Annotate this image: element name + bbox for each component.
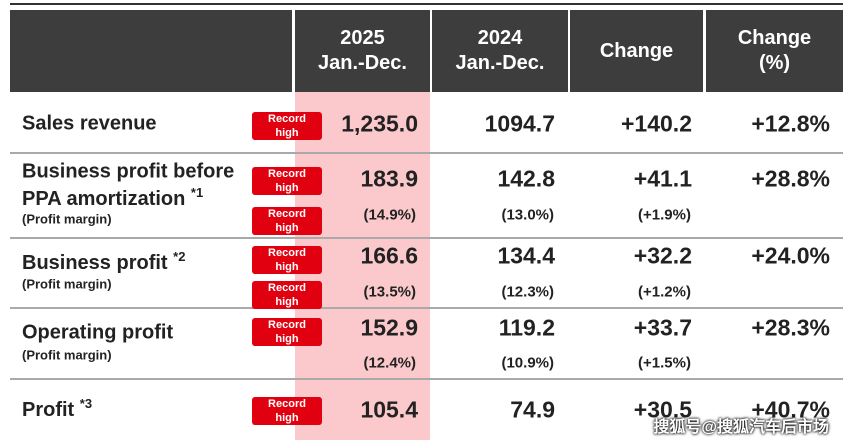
row-label: PPA amortization *1 bbox=[22, 185, 203, 211]
row-sublabel: (Profit margin) bbox=[22, 211, 112, 227]
record-badge: Record high bbox=[252, 246, 322, 274]
value: 74.9 bbox=[510, 396, 555, 423]
row-label-text: PPA amortization bbox=[22, 187, 186, 210]
value: 1094.7 bbox=[484, 110, 555, 137]
margin-value: (+1.2%) bbox=[638, 283, 691, 301]
header-text: 2024 bbox=[477, 27, 523, 49]
value: +24.0% bbox=[751, 242, 830, 269]
record-badge: Record high bbox=[252, 281, 322, 309]
value: +32.2 bbox=[633, 242, 692, 269]
row-sublabel: (Profit margin) bbox=[22, 276, 112, 292]
value: +12.8% bbox=[751, 110, 830, 137]
margin-value: (14.9%) bbox=[363, 206, 416, 224]
header-text: Jan.-Dec. bbox=[318, 52, 407, 74]
value: 142.8 bbox=[497, 165, 555, 192]
margin-value: (12.4%) bbox=[363, 354, 416, 372]
row-label: Profit *3 bbox=[22, 396, 92, 422]
row-label-text: Profit bbox=[22, 398, 75, 421]
value: +40.7% bbox=[751, 396, 830, 423]
header-text: (%) bbox=[758, 52, 791, 74]
header-text: Jan.-Dec. bbox=[455, 52, 545, 74]
row-label-text: Business profit bbox=[22, 251, 168, 274]
footnote-mark: *1 bbox=[190, 185, 204, 201]
record-badge: Record high bbox=[252, 318, 322, 346]
value: +28.8% bbox=[751, 165, 830, 192]
row-label: Business profit before bbox=[22, 161, 234, 184]
header-cell: Change bbox=[570, 10, 703, 92]
margin-value: (10.9%) bbox=[501, 354, 554, 372]
row-label: Business profit *2 bbox=[22, 249, 185, 275]
value: 105.4 bbox=[360, 396, 418, 423]
row-label-text: Business profit before bbox=[22, 160, 235, 183]
value: +140.2 bbox=[621, 110, 692, 137]
header-cell: 2025 Jan.-Dec. bbox=[295, 10, 430, 92]
row-label-text: Operating profit bbox=[22, 321, 174, 344]
header-cell: 2024 Jan.-Dec. bbox=[432, 10, 568, 92]
footnote-mark: *2 bbox=[173, 249, 186, 265]
margin-value: (+1.9%) bbox=[638, 206, 691, 224]
record-badge: Record high bbox=[252, 207, 322, 235]
value: +41.1 bbox=[633, 165, 692, 192]
row-label: Operating profit bbox=[22, 322, 173, 345]
row-sublabel: (Profit margin) bbox=[22, 347, 112, 363]
top-rule bbox=[10, 3, 843, 5]
value: 166.6 bbox=[360, 242, 418, 269]
margin-value: (12.3%) bbox=[501, 283, 554, 301]
row-rule bbox=[10, 378, 843, 380]
row-label: Sales revenue bbox=[22, 113, 157, 136]
row-label-text: Sales revenue bbox=[22, 112, 157, 135]
value: 134.4 bbox=[497, 242, 555, 269]
watermark: 搜狐号@搜狐汽车后市场 bbox=[653, 419, 829, 436]
header-blank bbox=[10, 10, 292, 92]
record-badge: Record high bbox=[252, 167, 322, 195]
row-rule bbox=[10, 152, 843, 154]
header-text: Change bbox=[737, 27, 812, 49]
margin-value: (+1.5%) bbox=[638, 354, 691, 372]
margin-value: (13.5%) bbox=[363, 283, 416, 301]
margin-value: (13.0%) bbox=[501, 206, 554, 224]
value: 152.9 bbox=[360, 314, 418, 341]
value: +28.3% bbox=[751, 314, 830, 341]
record-badge: Record high bbox=[252, 112, 322, 140]
value: 183.9 bbox=[360, 165, 418, 192]
footnote-mark: *3 bbox=[79, 396, 93, 412]
record-badge: Record high bbox=[252, 397, 322, 425]
value: 1,235.0 bbox=[341, 110, 418, 137]
header-text: Change bbox=[599, 39, 674, 62]
value: 119.2 bbox=[498, 314, 555, 341]
value: +33.7 bbox=[633, 314, 692, 341]
row-rule bbox=[10, 307, 843, 309]
value: +30.5 bbox=[633, 396, 692, 423]
header-text: 2025 bbox=[340, 27, 385, 49]
header-cell: Change (%) bbox=[706, 10, 843, 92]
row-rule bbox=[10, 237, 843, 239]
